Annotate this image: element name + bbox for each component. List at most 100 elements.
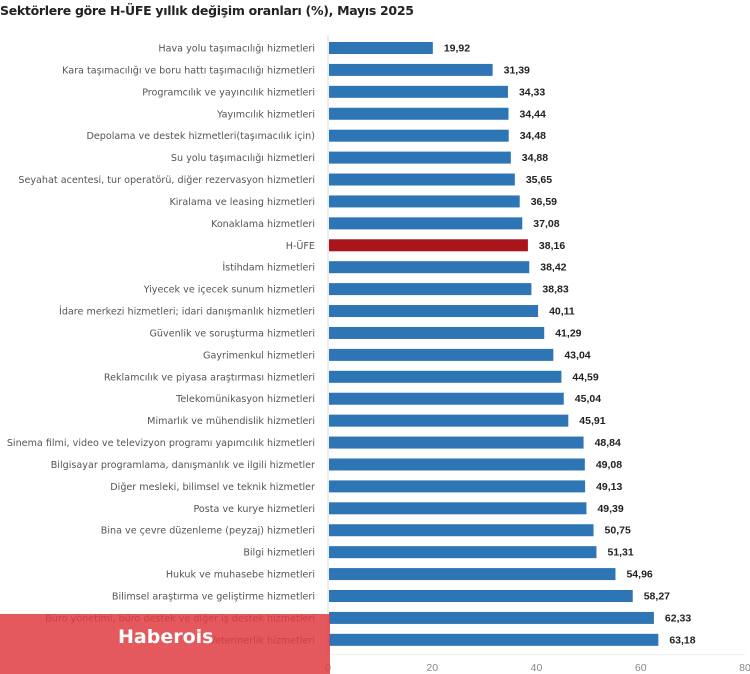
value-label: 34,33 <box>519 86 545 98</box>
bar <box>329 107 509 120</box>
category-label: Güvenlik ve soruşturma hizmetleri <box>150 328 316 339</box>
category-label: Bilimsel araştırma ve geliştirme hizmetl… <box>112 592 315 603</box>
watermark-banner: Haberois <box>0 614 330 674</box>
value-label: 49,13 <box>596 481 622 493</box>
value-label: 43,04 <box>564 349 590 361</box>
value-label: 50,75 <box>605 525 631 537</box>
bar <box>329 217 523 230</box>
value-label: 38,16 <box>539 240 565 252</box>
bar-row: Gayrimenkul hizmetleri 43,04 <box>203 348 591 361</box>
bar <box>329 63 493 76</box>
value-label: 44,59 <box>572 371 598 383</box>
bar <box>329 129 509 142</box>
value-label: 54,96 <box>626 569 652 581</box>
value-label: 45,04 <box>575 393 601 405</box>
value-label: 38,83 <box>542 284 568 296</box>
x-tick-label: 80 <box>739 662 750 674</box>
bar <box>329 436 584 449</box>
value-label: 49,08 <box>596 459 622 471</box>
bar <box>329 458 585 471</box>
bar-row: Konaklama hizmetleri 37,08 <box>211 217 560 230</box>
category-label: Telekomünikasyon hizmetleri <box>175 394 315 405</box>
bar <box>329 42 433 54</box>
bar <box>329 524 594 537</box>
bar-row: Kiralama ve leasing hizmetleri 36,59 <box>169 195 557 208</box>
value-label: 58,27 <box>644 591 670 603</box>
value-label: 49,39 <box>597 503 623 515</box>
bar-row: Yayımcılık hizmetleri 34,44 <box>216 107 546 120</box>
category-label: İdare merkezi hizmetleri; idari danışman… <box>59 305 315 318</box>
value-label: 34,88 <box>522 152 548 164</box>
category-label: Hava yolu taşımacılığı hizmetleri <box>158 43 315 55</box>
category-label: H-ÜFE <box>286 239 315 252</box>
bar-row: Sinema filmi, video ve televizyon progra… <box>7 436 621 449</box>
bar <box>329 414 569 427</box>
value-label: 34,48 <box>520 130 546 142</box>
bar-row: Yiyecek ve içecek sunum hizmetleri 38,83 <box>143 283 569 296</box>
category-label: Yiyecek ve içecek sunum hizmetleri <box>143 285 315 296</box>
value-label: 38,42 <box>540 262 566 274</box>
bar-row: İdare merkezi hizmetleri; idari danışman… <box>59 305 575 318</box>
category-label: Bilgi hizmetleri <box>243 548 315 559</box>
bar-row: Diğer mesleki, bilimsel ve teknik hizmet… <box>110 480 623 493</box>
value-label: 37,08 <box>533 218 559 230</box>
value-label: 19,92 <box>444 43 470 55</box>
category-label: Su yolu taşımacılığı hizmetleri <box>171 152 315 164</box>
value-label: 48,84 <box>595 437 621 449</box>
bar-row: H-ÜFE 38,16 <box>286 239 566 252</box>
chart-title: Sektörlere göre H-ÜFE yıllık değişim ora… <box>0 3 414 18</box>
bar <box>329 611 654 624</box>
x-tick-label: 60 <box>635 662 647 674</box>
value-label: 51,31 <box>607 547 633 559</box>
bar <box>329 480 586 493</box>
category-label: Yayımcılık hizmetleri <box>216 109 315 120</box>
category-label: Mimarlık ve mühendislik hizmetleri <box>147 416 315 427</box>
bar-row: Güvenlik ve soruşturma hizmetleri 41,29 <box>150 326 582 339</box>
bar-row: Depolama ve destek hizmetleri(taşımacılı… <box>86 129 546 142</box>
bar <box>329 326 545 339</box>
bar <box>329 633 659 646</box>
value-label: 40,11 <box>549 306 575 318</box>
bar-row: Posta ve kurye hizmetleri 49,39 <box>193 502 624 515</box>
bar <box>329 283 532 296</box>
value-label: 45,91 <box>579 415 605 427</box>
bar <box>329 261 530 274</box>
category-label: Konaklama hizmetleri <box>211 219 315 230</box>
bar-row: Mimarlık ve mühendislik hizmetleri 45,91 <box>147 414 606 427</box>
category-label: Hukuk ve muhasebe hizmetleri <box>166 570 315 581</box>
category-label: Kiralama ve leasing hizmetleri <box>169 197 315 208</box>
category-label: İstihdam hizmetleri <box>222 261 315 274</box>
bar-row: Bilimsel araştırma ve geliştirme hizmetl… <box>112 590 670 603</box>
value-label: 31,39 <box>504 64 530 76</box>
bar <box>329 85 508 98</box>
category-label: Posta ve kurye hizmetleri <box>193 504 315 515</box>
category-label: Bina ve çevre düzenleme (peyzaj) hizmetl… <box>101 526 315 537</box>
bar <box>329 502 587 515</box>
x-tick-label: 40 <box>531 662 543 674</box>
bar-row: Kara taşımacılığı ve boru hattı taşımacı… <box>62 63 530 76</box>
bar <box>329 173 515 186</box>
x-axis-ticks: 020406080 <box>325 662 750 674</box>
bars-layer: Hava yolu taşımacılığı hizmetleri 19,92 Ka… <box>7 42 696 646</box>
bar <box>329 195 520 208</box>
category-label: Sinema filmi, video ve televizyon progra… <box>7 438 315 449</box>
bar <box>329 590 633 602</box>
bar <box>329 305 539 318</box>
bar <box>329 392 564 405</box>
bar-row: Programcılık ve yayıncılık hizmetleri 34,… <box>142 85 545 98</box>
bar-row: Bina ve çevre düzenleme (peyzaj) hizmetl… <box>101 524 631 537</box>
value-label: 62,33 <box>665 612 691 624</box>
bar <box>329 370 562 383</box>
bar-row: Bilgi hizmetleri 51,31 <box>243 546 634 559</box>
value-label: 36,59 <box>531 196 557 208</box>
bar-row: Seyahat acentesi, tur operatörü, diğer r… <box>18 173 552 186</box>
bar-highlight <box>329 239 528 252</box>
bar-row: Telekomünikasyon hizmetleri 45,04 <box>175 392 601 405</box>
bar <box>329 348 554 361</box>
value-label: 41,29 <box>555 327 581 339</box>
watermark-text: Haberois <box>118 626 214 648</box>
category-label: Seyahat acentesi, tur operatörü, diğer r… <box>18 174 315 186</box>
bar-row: Hava yolu taşımacılığı hizmetleri 19,92 <box>158 42 470 55</box>
category-label: Programcılık ve yayıncılık hizmetleri <box>142 87 315 98</box>
